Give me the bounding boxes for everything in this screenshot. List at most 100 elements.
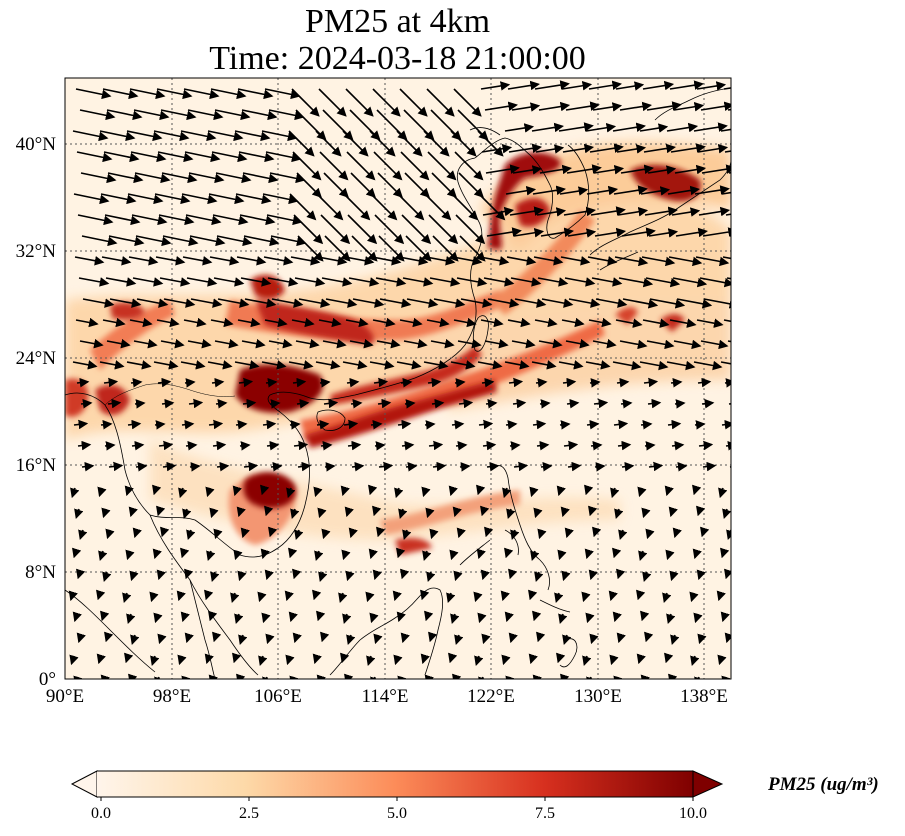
wind-arrow (431, 172, 457, 198)
wind-arrow (184, 378, 196, 388)
wind-arrow (616, 144, 647, 154)
wind-arrow (265, 633, 275, 645)
wind-arrow (72, 130, 109, 142)
wind-arrow (450, 130, 477, 157)
wind-arrow (565, 338, 590, 349)
wind-arrow (424, 674, 434, 679)
wind-arrow (74, 508, 84, 520)
wind-arrow (210, 88, 247, 100)
wind-arrow (153, 130, 190, 142)
wind-arrow (699, 277, 731, 288)
wind-arrow (563, 440, 579, 451)
colorbar-tick-label: 5.0 (387, 805, 407, 822)
wind-arrow (315, 130, 342, 157)
wind-arrow (230, 592, 240, 604)
wind-arrow (720, 611, 730, 623)
wind-arrow (450, 360, 476, 370)
wind-arrow (74, 256, 105, 266)
wind-arrow (347, 214, 378, 245)
wind-arrow (96, 589, 106, 601)
wind-arrow (372, 505, 382, 517)
wind-arrow (234, 360, 260, 370)
wind-arrow (181, 675, 191, 679)
wind-arrow (208, 193, 245, 205)
wind-arrow (501, 654, 511, 666)
wind-arrow (616, 632, 626, 644)
wind-arrow (342, 360, 368, 370)
wind-arrow (207, 130, 244, 142)
wind-arrow (314, 550, 324, 562)
wind-arrow (150, 655, 160, 667)
wind-arrow (541, 298, 574, 308)
wind-arrow (484, 526, 494, 538)
wind-arrow (99, 360, 125, 370)
wind-arrow (261, 612, 271, 624)
wind-arrow (73, 419, 89, 430)
wind-arrow (674, 399, 686, 409)
wind-arrow (508, 568, 518, 580)
wind-arrow (615, 318, 643, 328)
wind-arrow (400, 378, 413, 388)
wind-arrow (75, 317, 99, 328)
wind-arrow (612, 547, 622, 559)
wind-arrow (80, 172, 117, 184)
wind-arrow (507, 80, 540, 91)
wind-arrow (122, 592, 132, 604)
wind-arrow (424, 193, 452, 221)
wind-arrow (130, 151, 167, 163)
wind-arrow (132, 277, 164, 287)
wind-arrow (696, 318, 724, 328)
wind-arrow (593, 165, 625, 175)
wind-arrow (648, 228, 679, 238)
wind-arrow (82, 298, 115, 308)
wind-arrow (454, 151, 484, 181)
wind-arrow (454, 634, 464, 646)
wind-arrow (480, 317, 504, 328)
wind-arrow (539, 164, 572, 175)
wind-arrow (673, 102, 705, 112)
wind-arrow (313, 486, 323, 498)
wind-arrow (393, 654, 403, 666)
wind-arrow (529, 486, 539, 498)
wind-arrow (692, 548, 702, 560)
wind-arrow (157, 377, 172, 388)
colorbar-title: PM25 (ug/m³) (768, 774, 879, 795)
colorbar-min-extend (70, 770, 98, 798)
wind-arrow (558, 360, 584, 370)
wind-arrow (294, 529, 304, 541)
wind-arrow (320, 441, 333, 451)
wind-arrow (319, 151, 349, 181)
wind-arrow (79, 338, 104, 349)
wind-arrow (244, 298, 277, 308)
wind-arrow (126, 613, 136, 625)
wind-arrow (567, 461, 582, 472)
wind-arrow (537, 277, 569, 287)
wind-arrow (216, 235, 253, 247)
wind-arrow (298, 298, 331, 308)
wind-arrow (669, 570, 679, 582)
wind-arrow (369, 360, 395, 370)
wind-arrow (70, 487, 80, 499)
wind-arrow (670, 143, 706, 153)
wind-arrow (538, 338, 563, 349)
colorbar-tick-label: 0.0 (91, 805, 111, 822)
wind-arrow (458, 398, 474, 409)
wind-arrow (293, 214, 324, 245)
wind-arrow (379, 298, 412, 308)
wind-arrow (402, 277, 434, 287)
wind-arrow (696, 81, 727, 91)
wind-arrow (510, 277, 542, 287)
wind-arrow (103, 151, 140, 163)
colorbar-tick-label: 10.0 (679, 805, 707, 822)
wind-arrow (561, 81, 593, 91)
wind-arrow (211, 151, 248, 163)
wind-arrow (101, 507, 111, 519)
lat-tick-label: 24°N (16, 348, 57, 369)
wind-arrow (293, 440, 309, 451)
wind-arrow (215, 399, 228, 409)
wind-arrow (724, 568, 731, 580)
wind-arrow (617, 207, 649, 217)
wind-arrow (106, 109, 143, 121)
wind-arrow (130, 634, 140, 646)
wind-arrow (294, 277, 326, 287)
